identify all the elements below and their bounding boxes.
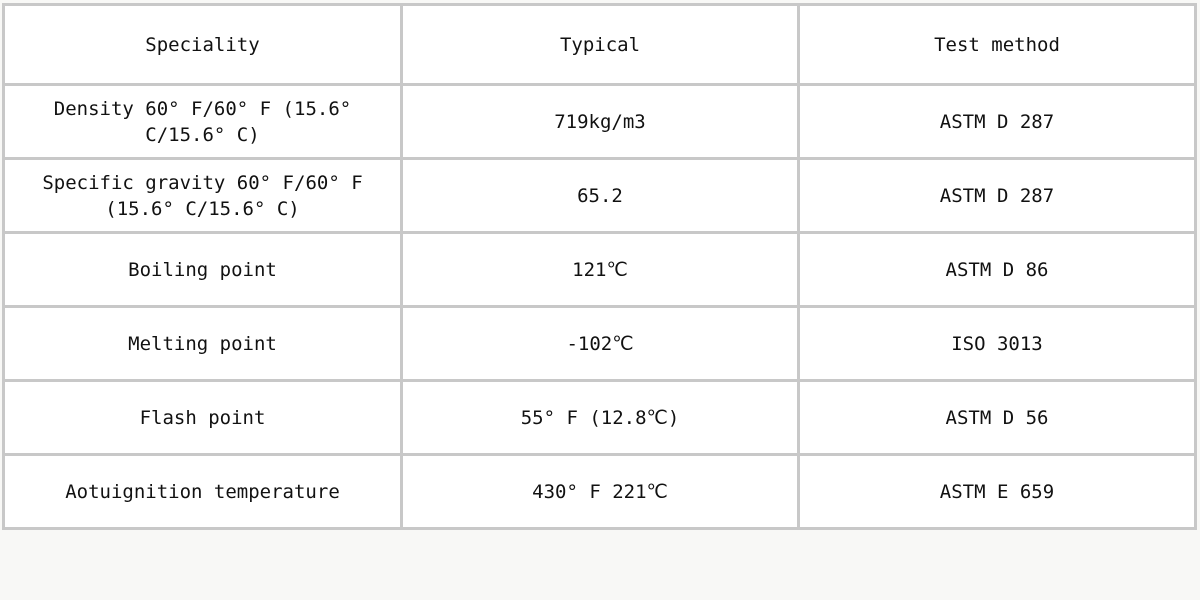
cell-typical: 430° F 221℃	[400, 453, 800, 530]
cell-typical: 65.2	[400, 157, 800, 234]
table-row: Density 60° F/60° F (15.6° C/15.6° C) 71…	[2, 83, 1197, 160]
table-row: Boiling point 121℃ ASTM D 86	[2, 231, 1197, 308]
cell-speciality: Flash point	[2, 379, 403, 456]
table-row: Flash point 55° F (12.8℃) ASTM D 56	[2, 379, 1197, 456]
cell-typical: 719kg/m3	[400, 83, 800, 160]
cell-speciality: Melting point	[2, 305, 403, 382]
cell-speciality: Aotuignition temperature	[2, 453, 403, 530]
cell-test-method: ASTM D 86	[797, 231, 1197, 308]
header-speciality: Speciality	[2, 3, 403, 86]
cell-test-method: ASTM D 56	[797, 379, 1197, 456]
table-row: Specific gravity 60° F/60° F (15.6° C/15…	[2, 157, 1197, 234]
cell-typical: -102℃	[400, 305, 800, 382]
header-row: Speciality Typical Test method	[2, 3, 1197, 86]
cell-typical: 55° F (12.8℃)	[400, 379, 800, 456]
cell-test-method: ASTM E 659	[797, 453, 1197, 530]
properties-table: Speciality Typical Test method Density 6…	[2, 3, 1197, 530]
cell-test-method: ASTM D 287	[797, 83, 1197, 160]
cell-test-method: ISO 3013	[797, 305, 1197, 382]
header-test-method: Test method	[797, 3, 1197, 86]
cell-speciality: Boiling point	[2, 231, 403, 308]
cell-speciality: Specific gravity 60° F/60° F (15.6° C/15…	[2, 157, 403, 234]
cell-test-method: ASTM D 287	[797, 157, 1197, 234]
table-row: Aotuignition temperature 430° F 221℃ AST…	[2, 453, 1197, 530]
header-typical: Typical	[400, 3, 800, 86]
table-row: Melting point -102℃ ISO 3013	[2, 305, 1197, 382]
cell-speciality: Density 60° F/60° F (15.6° C/15.6° C)	[2, 83, 403, 160]
cell-typical: 121℃	[400, 231, 800, 308]
